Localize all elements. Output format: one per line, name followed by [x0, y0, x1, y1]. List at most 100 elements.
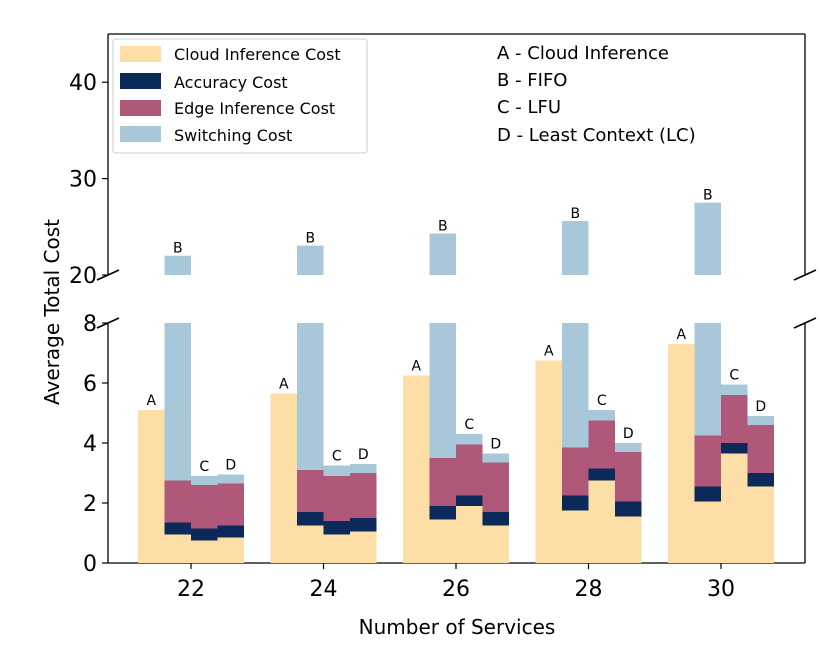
- bar-28-A-cloud-lower: [535, 360, 562, 563]
- bar-24-B-edge-lower: [297, 470, 324, 512]
- bar-26-D-accuracy-lower: [482, 512, 509, 526]
- bar-22-C-accuracy-lower: [191, 528, 218, 541]
- y-tick-label-8: 8: [83, 312, 97, 337]
- bar-28-B-switching-upper: [562, 221, 589, 275]
- bar-26-B-switching-lower: [429, 323, 456, 458]
- bar-22-B-edge-lower: [164, 480, 191, 523]
- bar-label-28-B: B: [570, 206, 580, 222]
- bars-layer: [138, 202, 774, 563]
- y-tick-label-6: 6: [83, 372, 97, 397]
- bar-label-26-D: D: [490, 437, 501, 453]
- bar-label-24-A: A: [279, 377, 289, 393]
- x-tick-label-28: 28: [575, 577, 603, 602]
- bar-30-A-cloud-lower: [668, 344, 695, 563]
- x-axis-label: Number of Services: [359, 615, 556, 639]
- bar-26-B-accuracy-lower: [429, 506, 456, 520]
- break-mark-upper-right: [793, 269, 817, 281]
- bar-30-B-accuracy-lower: [694, 486, 721, 502]
- bar-label-24-C: C: [332, 449, 342, 465]
- bar-label-22-B: B: [173, 241, 183, 257]
- bar-24-A-cloud-lower: [270, 393, 297, 563]
- bar-26-C-cloud-lower: [456, 506, 483, 563]
- bar-28-D-cloud-lower: [615, 516, 642, 563]
- bar-label-28-C: C: [597, 393, 607, 409]
- method-legend: A - Cloud Inference B - FIFO C - LFU D -…: [497, 43, 696, 146]
- bar-22-B-accuracy-lower: [164, 522, 191, 535]
- x-tick-label-30: 30: [707, 577, 735, 602]
- x-tick-label-26: 26: [442, 577, 470, 602]
- bar-28-C-edge-lower: [588, 420, 615, 469]
- bar-22-B-switching-lower: [164, 323, 191, 481]
- bar-22-D-edge-lower: [217, 483, 244, 526]
- bar-26-B-edge-lower: [429, 458, 456, 506]
- bar-label-22-C: C: [199, 459, 209, 475]
- bar-30-B-edge-lower: [694, 435, 721, 487]
- y-tick-label-0: 0: [83, 552, 97, 577]
- bar-30-D-switching-lower: [747, 416, 774, 425]
- bar-24-B-cloud-lower: [297, 525, 324, 563]
- bar-28-C-cloud-lower: [588, 480, 615, 563]
- bar-24-C-switching-lower: [323, 465, 350, 476]
- bar-22-D-switching-lower: [217, 474, 244, 484]
- y-tick-label-2: 2: [83, 492, 97, 517]
- bar-30-C-switching-lower: [721, 384, 748, 395]
- x-tick-label-24: 24: [310, 577, 338, 602]
- bar-label-26-B: B: [438, 219, 448, 235]
- bar-22-B-cloud-lower: [164, 534, 191, 563]
- bar-30-D-cloud-lower: [747, 486, 774, 563]
- y-tick-label-20: 20: [69, 264, 97, 289]
- bar-24-D-accuracy-lower: [350, 518, 377, 532]
- bar-22-C-cloud-lower: [191, 540, 218, 563]
- legend-frame: [112, 38, 368, 154]
- bar-24-C-accuracy-lower: [323, 521, 350, 535]
- bar-label-24-D: D: [358, 447, 369, 463]
- bar-24-C-edge-lower: [323, 476, 350, 521]
- bar-26-B-cloud-lower: [429, 519, 456, 563]
- bar-30-B-switching-upper: [694, 202, 721, 275]
- bar-28-B-accuracy-lower: [562, 495, 589, 511]
- legend-swatch-edge: [120, 100, 161, 116]
- bar-label-28-D: D: [623, 426, 634, 442]
- bar-26-C-accuracy-lower: [456, 495, 483, 506]
- bar-30-B-cloud-lower: [694, 501, 721, 563]
- bar-label-30-A: A: [676, 327, 686, 343]
- bar-24-C-cloud-lower: [323, 534, 350, 563]
- legend-label-cloud: Cloud Inference Cost: [174, 45, 341, 64]
- bar-label-22-D: D: [225, 458, 236, 474]
- bar-28-B-switching-lower: [562, 323, 589, 448]
- bar-30-C-edge-lower: [721, 395, 748, 443]
- bar-26-B-switching-upper: [429, 233, 456, 275]
- bar-label-22-A: A: [146, 393, 156, 409]
- bar-26-A-cloud-lower: [403, 375, 430, 563]
- legend-label-accuracy: Accuracy Cost: [174, 73, 288, 92]
- legend-label-edge: Edge Inference Cost: [174, 99, 335, 118]
- y-axis-label: Average Total Cost: [40, 219, 64, 405]
- bar-label-26-A: A: [411, 359, 421, 375]
- bar-26-D-edge-lower: [482, 462, 509, 512]
- bar-24-B-accuracy-lower: [297, 512, 324, 526]
- method-legend-d: D - Least Context (LC): [497, 125, 696, 146]
- bar-30-D-accuracy-lower: [747, 473, 774, 487]
- legend-label-switching: Switching Cost: [174, 126, 292, 145]
- break-mark-lower-right: [793, 317, 817, 329]
- bar-26-D-cloud-lower: [482, 525, 509, 563]
- bar-24-B-switching-lower: [297, 323, 324, 470]
- bar-30-C-cloud-lower: [721, 453, 748, 563]
- legend-swatch-cloud: [120, 46, 161, 62]
- bar-label-30-C: C: [729, 368, 739, 384]
- bar-label-26-C: C: [464, 417, 474, 433]
- bar-22-C-switching-lower: [191, 476, 218, 485]
- bar-30-C-accuracy-lower: [721, 443, 748, 454]
- bar-label-30-B: B: [703, 188, 713, 204]
- bar-28-B-edge-lower: [562, 447, 589, 496]
- bar-28-B-cloud-lower: [562, 510, 589, 563]
- bar-26-C-edge-lower: [456, 444, 483, 496]
- bar-label-28-A: A: [544, 344, 554, 360]
- bar-26-C-switching-lower: [456, 434, 483, 445]
- legend-swatch-accuracy: [120, 73, 161, 89]
- legend-swatch-switching: [120, 126, 161, 142]
- bar-22-C-edge-lower: [191, 485, 218, 529]
- bar-30-B-switching-lower: [694, 323, 721, 436]
- bar-label-30-D: D: [755, 399, 766, 415]
